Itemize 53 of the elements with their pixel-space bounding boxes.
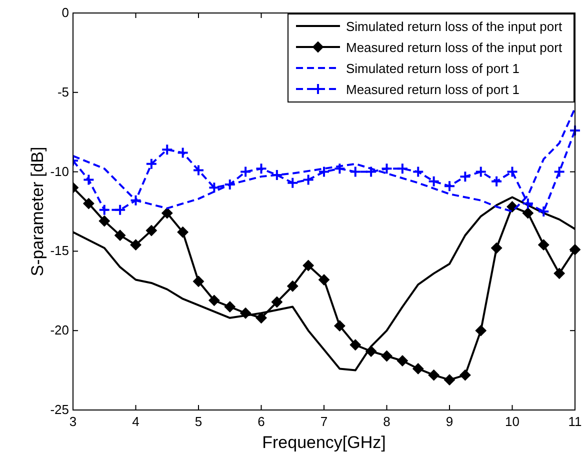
point: [82, 174, 95, 186]
y-tick-label: -25: [50, 402, 69, 417]
point: [349, 166, 362, 178]
point: [522, 198, 534, 210]
point: [365, 166, 378, 178]
legend-label: Simulated return loss of port 1: [346, 61, 520, 76]
point: [538, 206, 550, 218]
point: [192, 164, 204, 176]
point: [428, 175, 440, 188]
y-tick-label: 0: [62, 5, 69, 20]
point: [412, 166, 424, 178]
x-tick-label: 7: [320, 414, 328, 429]
point: [302, 174, 314, 186]
point: [270, 168, 283, 181]
legend-label: Measured return loss of the input port: [346, 40, 562, 55]
point: [255, 162, 268, 175]
point: [444, 180, 456, 192]
y-tick-label: -5: [57, 84, 69, 100]
x-tick-label: 3: [69, 414, 77, 429]
y-tick-label: -15: [50, 243, 69, 258]
legend-label: Measured return loss of port 1: [346, 82, 520, 97]
point: [396, 162, 408, 175]
point: [474, 166, 487, 178]
point: [490, 175, 503, 188]
point: [553, 166, 566, 178]
point: [380, 162, 393, 175]
point: [145, 158, 158, 170]
point: [569, 124, 581, 137]
x-tick-label: 6: [258, 414, 265, 429]
point: [114, 204, 126, 216]
x-tick-label: 9: [446, 414, 454, 429]
point: [98, 204, 110, 216]
x-tick-label: 4: [132, 414, 140, 429]
point: [240, 166, 252, 178]
point: [334, 162, 346, 175]
x-tick-label: 5: [194, 414, 202, 429]
point: [130, 194, 142, 206]
point: [224, 178, 236, 191]
y-tick-label: -20: [50, 322, 69, 338]
point: [176, 146, 189, 159]
point: [506, 166, 518, 178]
x-axis-title: Frequency[GHz]: [262, 433, 386, 452]
point: [459, 170, 472, 183]
x-tick-label: 11: [568, 414, 582, 429]
point: [318, 166, 330, 178]
legend-label: Simulated return loss of the input port: [346, 19, 562, 34]
x-tick-label: 10: [505, 414, 520, 429]
point: [208, 182, 220, 194]
x-tick-label: 8: [383, 414, 390, 429]
point: [286, 176, 299, 189]
point: [161, 144, 174, 156]
y-tick-label: -10: [50, 164, 69, 179]
y-axis-title: S-parameter [dB]: [28, 146, 47, 276]
